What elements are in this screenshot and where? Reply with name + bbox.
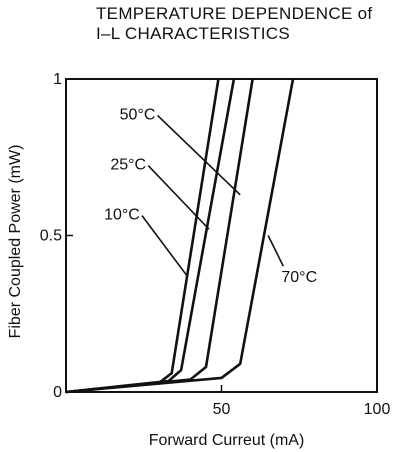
plot-axes: 0 0.5 1 50 100 (40, 71, 391, 418)
annotation-leader-line (147, 164, 210, 230)
annotation-leader-line (267, 235, 284, 267)
y-tick-label: 0.5 (40, 228, 62, 245)
y-tick-label: 0 (53, 384, 62, 401)
annotation-leader-line (156, 114, 241, 196)
series-line-10c (65, 78, 220, 394)
annotation-label: 10°C (104, 207, 140, 224)
y-axis-label: Fiber Coupled Power (mW) (7, 145, 24, 339)
annotation-label: 70°C (281, 269, 317, 286)
annotation-label: 25°C (110, 157, 146, 174)
chart-title-line-2: I–L CHARACTERISTICS (96, 24, 290, 43)
y-tick-label: 1 (53, 71, 62, 88)
annotation-leader-line (141, 215, 188, 277)
series-line-70c (65, 78, 295, 394)
x-tick-label: 100 (364, 401, 391, 418)
plot-series (65, 78, 295, 394)
plot-annotations: 10°C 25°C 50°C 70°C (104, 106, 317, 286)
x-axis-label: Forward Curreut (mA) (149, 432, 305, 449)
chart-title-line-1: TEMPERATURE DEPENDENCE of (96, 4, 373, 23)
x-tick-label: 50 (213, 401, 231, 418)
chart-title: TEMPERATURE DEPENDENCE of I–L CHARACTERI… (96, 4, 372, 44)
plot-frame (65, 78, 378, 393)
annotation-label: 50°C (120, 106, 156, 123)
